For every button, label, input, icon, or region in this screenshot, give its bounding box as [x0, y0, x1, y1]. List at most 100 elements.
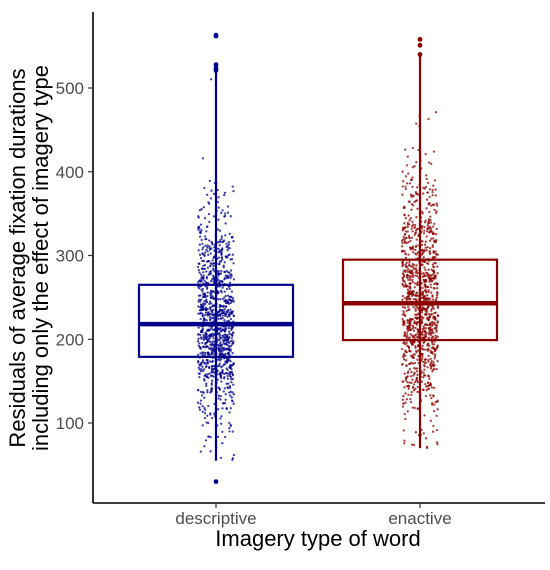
data-point-enactive [434, 262, 437, 265]
data-point-enactive [414, 298, 417, 301]
data-point-descriptive [204, 244, 207, 247]
data-point-descriptive [232, 189, 235, 193]
data-point-descriptive [231, 253, 234, 256]
data-point-descriptive [208, 220, 211, 224]
data-point-descriptive [222, 363, 226, 366]
data-point-enactive [432, 343, 436, 346]
data-point-enactive [422, 388, 425, 391]
data-point-enactive [404, 256, 408, 259]
data-point-descriptive [232, 341, 235, 345]
data-point-descriptive [226, 308, 230, 312]
data-point-enactive [415, 228, 419, 231]
data-point-descriptive [221, 297, 224, 301]
data-point-enactive [431, 193, 434, 197]
data-point-descriptive [197, 294, 201, 297]
data-point-enactive [429, 357, 432, 361]
data-point-descriptive [229, 317, 233, 321]
data-point-descriptive [224, 301, 228, 305]
data-point-descriptive [217, 314, 220, 317]
y-tick-label: 300 [56, 247, 84, 266]
data-point-enactive [401, 260, 404, 264]
data-point-enactive [408, 320, 411, 323]
data-point-descriptive [218, 272, 221, 275]
data-point-enactive [430, 162, 433, 165]
data-point-descriptive [210, 340, 214, 343]
box-enactive [341, 258, 499, 342]
data-point-descriptive [221, 258, 224, 261]
data-point-descriptive [206, 414, 209, 417]
data-point-enactive [436, 399, 439, 402]
data-point-enactive [433, 232, 436, 235]
data-point-enactive [405, 364, 408, 367]
data-point-enactive [431, 298, 435, 301]
data-point-descriptive [217, 196, 220, 199]
data-point-enactive [428, 280, 431, 283]
data-point-enactive [407, 385, 410, 388]
data-point-enactive [422, 232, 426, 235]
data-point-enactive [430, 274, 433, 277]
data-point-descriptive [218, 244, 221, 247]
data-point-enactive [431, 244, 434, 247]
data-point-enactive [431, 190, 434, 194]
data-point-enactive [405, 164, 409, 167]
data-point-descriptive [231, 430, 234, 433]
data-point-descriptive [205, 270, 208, 273]
y-axis-title-line-2: including only the effect of imagery typ… [28, 65, 53, 451]
data-point-enactive [434, 238, 438, 242]
data-point-enactive [432, 394, 435, 397]
data-point-descriptive [203, 251, 207, 254]
data-point-descriptive [225, 287, 229, 291]
data-point-descriptive [209, 334, 212, 337]
data-point-enactive [402, 236, 405, 239]
data-point-enactive [432, 184, 435, 187]
data-point-descriptive [221, 430, 224, 434]
data-point-descriptive [228, 371, 231, 374]
data-point-enactive [407, 234, 411, 237]
data-point-descriptive [203, 416, 207, 420]
data-point-descriptive [201, 248, 204, 251]
data-point-enactive [420, 357, 424, 361]
outlier-point-descriptive [213, 479, 219, 484]
data-point-enactive [427, 336, 431, 340]
data-point-enactive [414, 252, 417, 255]
data-point-descriptive [227, 326, 230, 330]
data-point-descriptive [202, 259, 206, 263]
data-point-descriptive [197, 268, 200, 272]
data-point-enactive [406, 230, 409, 233]
data-point-enactive [425, 297, 428, 300]
data-point-enactive [415, 291, 418, 295]
data-point-enactive [415, 122, 418, 125]
data-point-descriptive [212, 215, 216, 218]
data-point-enactive [435, 296, 438, 299]
data-point-enactive [415, 238, 418, 241]
data-point-enactive [430, 286, 433, 289]
data-point-descriptive [197, 372, 200, 375]
data-point-enactive [413, 353, 416, 356]
data-point-descriptive [207, 259, 210, 263]
data-point-enactive [433, 348, 436, 351]
data-point-enactive [421, 344, 424, 347]
data-point-enactive [412, 298, 415, 301]
data-point-enactive [429, 419, 432, 422]
data-point-enactive [416, 256, 420, 260]
data-point-enactive [403, 306, 407, 309]
data-point-enactive [401, 317, 404, 321]
data-point-enactive [413, 282, 417, 285]
data-point-enactive [414, 326, 417, 330]
data-point-descriptive [204, 346, 207, 349]
data-point-enactive [432, 270, 435, 273]
data-point-descriptive [218, 281, 221, 284]
data-point-descriptive [231, 391, 234, 394]
data-point-descriptive [210, 293, 213, 296]
data-point-descriptive [225, 277, 228, 280]
data-point-enactive [431, 279, 434, 283]
data-point-descriptive [210, 310, 213, 313]
data-point-enactive [431, 330, 434, 333]
data-point-enactive [427, 354, 430, 358]
data-point-enactive [404, 376, 407, 379]
data-point-descriptive [219, 417, 222, 420]
data-point-enactive [430, 313, 433, 316]
data-point-enactive [431, 336, 434, 339]
data-point-descriptive [209, 412, 212, 415]
data-point-enactive [411, 280, 414, 284]
